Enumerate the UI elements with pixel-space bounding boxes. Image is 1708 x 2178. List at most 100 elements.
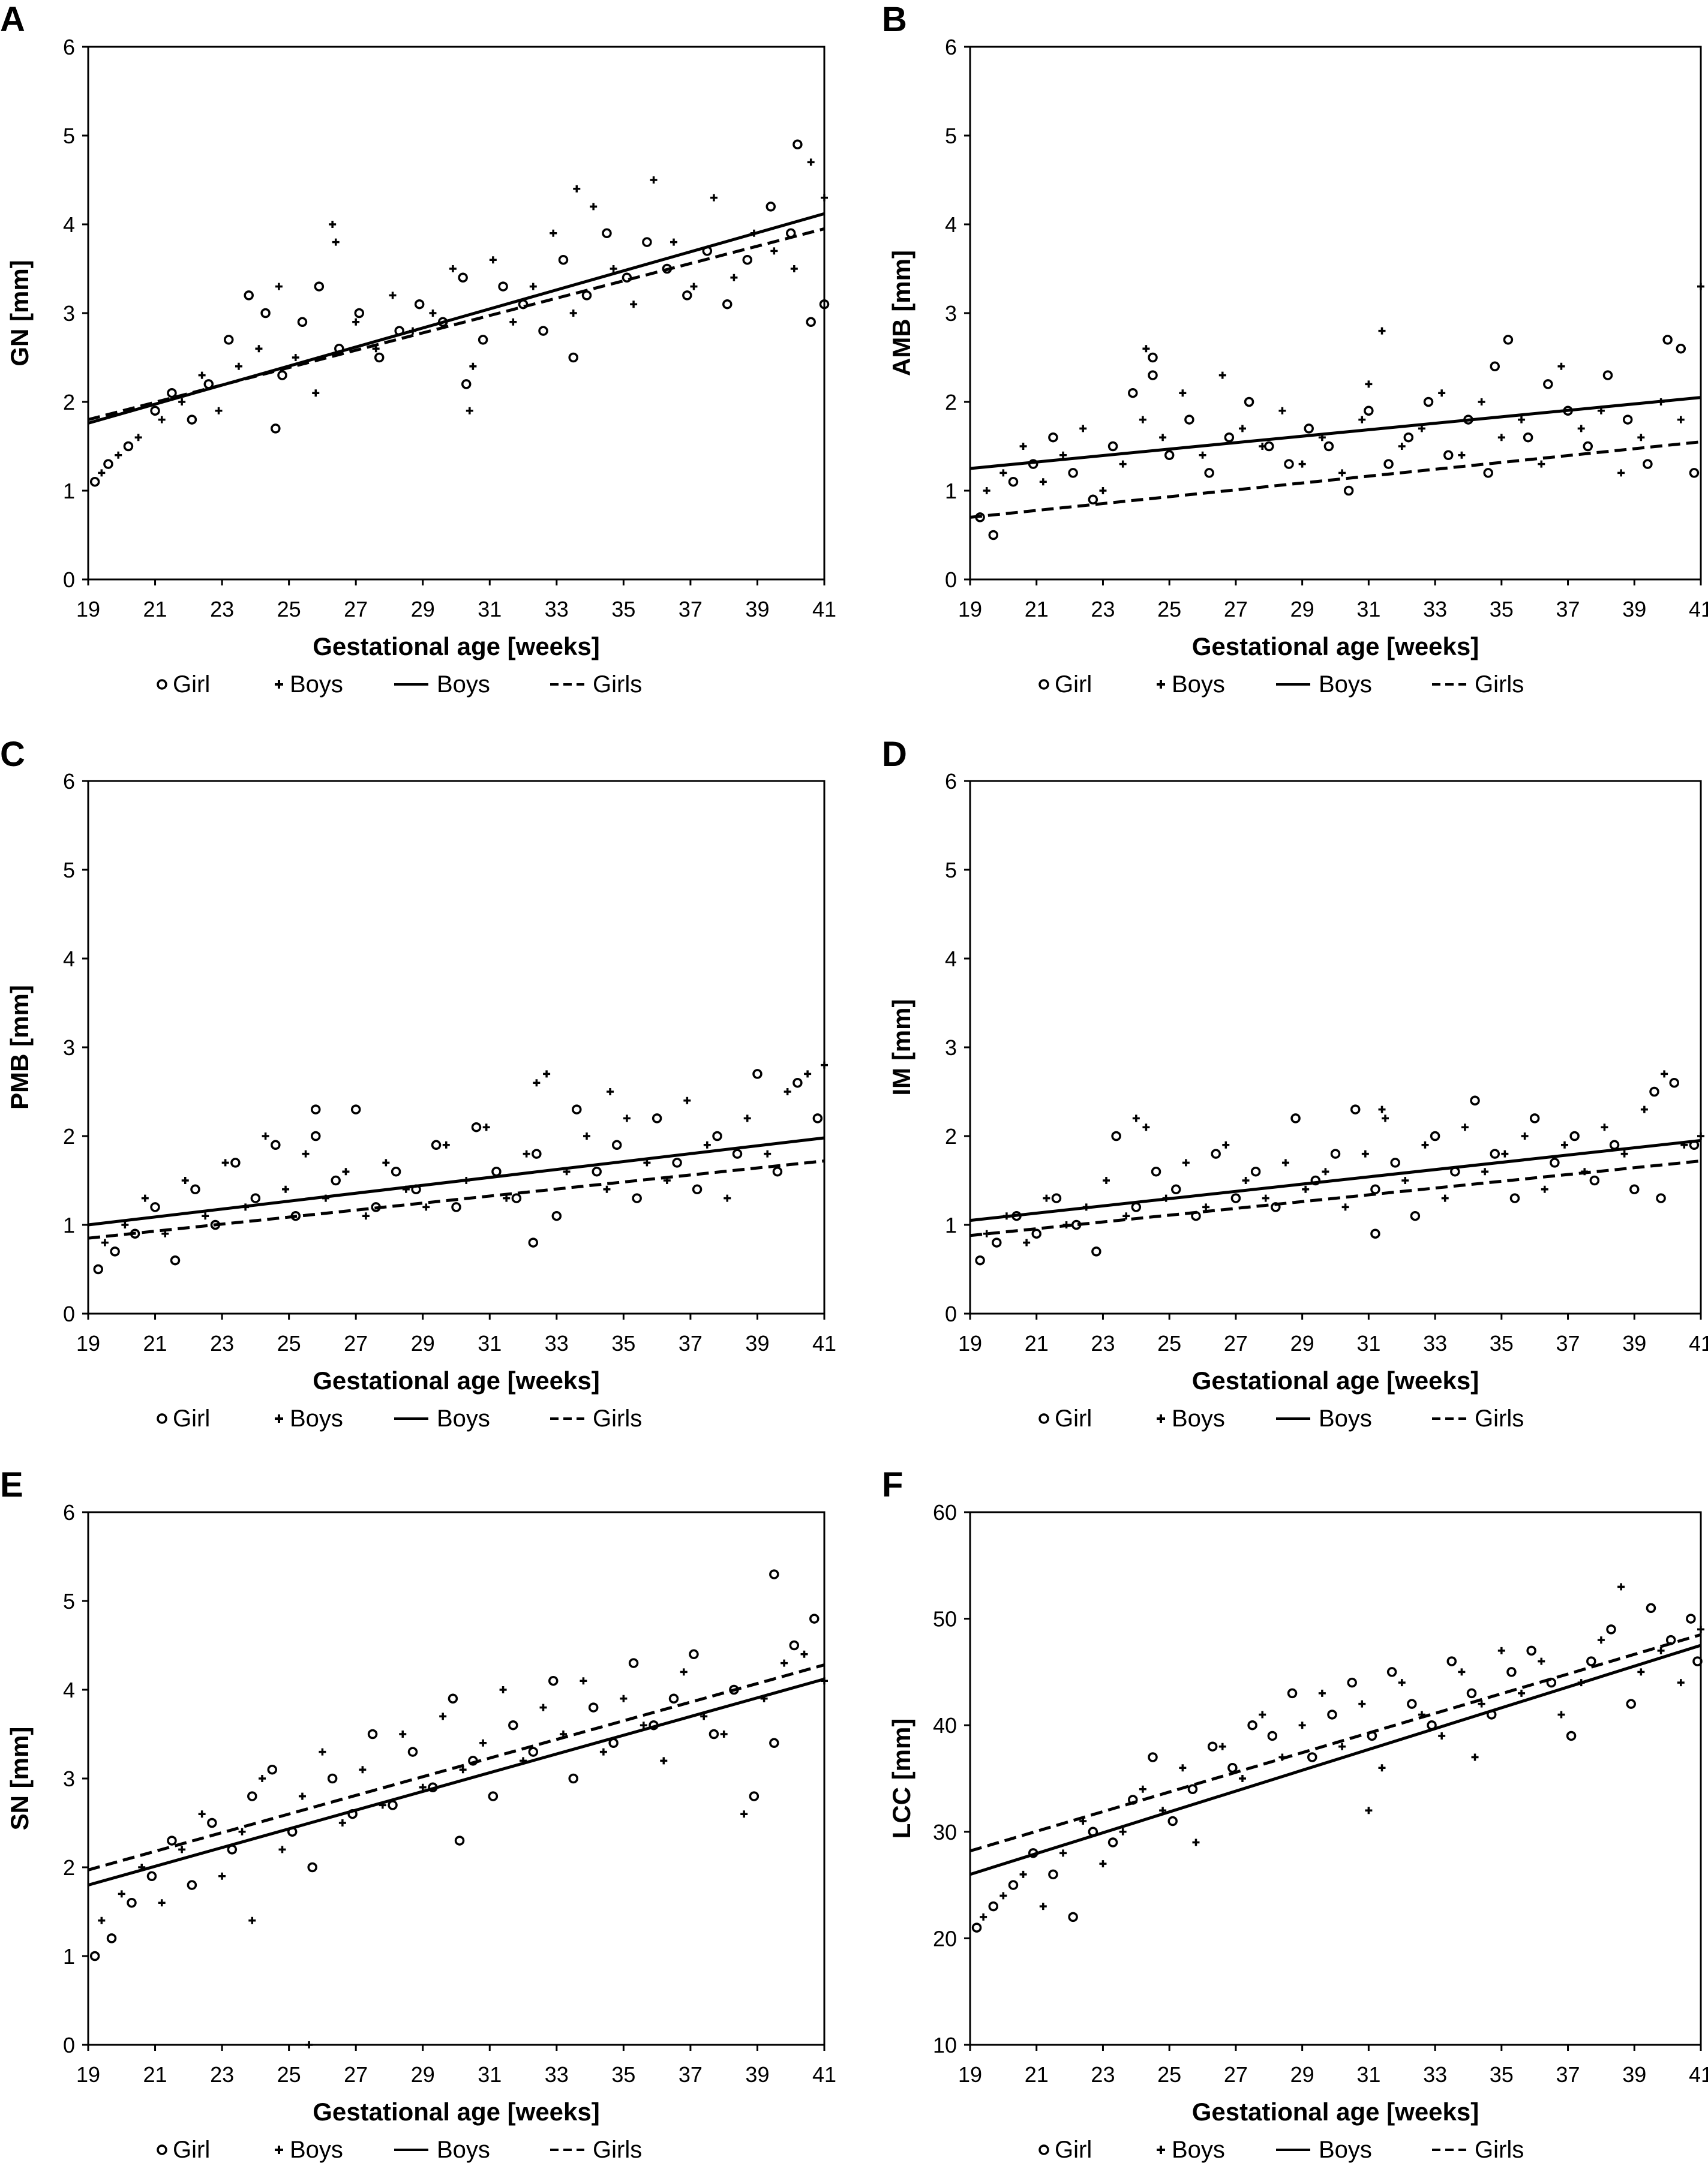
girl-point [1656, 1193, 1666, 1203]
legend-plus-symbol [1157, 680, 1165, 689]
panel-letter: B [882, 0, 907, 39]
girl-point [1107, 441, 1118, 452]
chart-panel-F: F 10 20 30 40 50 60 19 21 23 25 27 29 31 33 35 37 39 41 Ges… [882, 1465, 1708, 2163]
girl-point [170, 1255, 181, 1266]
x-tick-label: 25 [1157, 597, 1181, 621]
girl-point [1111, 1131, 1121, 1141]
girl-point [367, 1729, 378, 1740]
girl-point [471, 1122, 482, 1132]
girl-point [538, 326, 548, 336]
boys-point [610, 265, 617, 272]
boys-point [1361, 1150, 1369, 1158]
boys-point [980, 1913, 987, 1921]
legend: Girl Boys Boys Girls [157, 2137, 642, 2163]
girl-point [1048, 432, 1058, 443]
x-tick-label: 39 [1622, 2062, 1646, 2087]
boys-point [543, 1070, 551, 1078]
boys-point [743, 1114, 751, 1122]
boys-point [1043, 1194, 1050, 1202]
girl-point [1264, 441, 1274, 452]
girl-point [1390, 1158, 1400, 1168]
girl-point [812, 1113, 823, 1123]
girl-point [89, 476, 100, 487]
girl-point [167, 1835, 177, 1846]
girl-point [1304, 423, 1314, 434]
boys-point [710, 194, 718, 202]
y-tick-label: 4 [945, 947, 957, 971]
legend-label: Boys [1319, 1405, 1372, 1432]
x-tick-label: 31 [1356, 2062, 1380, 2087]
boys-point [499, 1686, 507, 1693]
girl-point [454, 1835, 465, 1846]
girl-point [1686, 1614, 1696, 1624]
girl-point [1048, 1869, 1058, 1880]
girl-point [1211, 1149, 1221, 1159]
girl-point [568, 352, 578, 363]
boys-point [539, 1704, 547, 1711]
girl-point [167, 387, 177, 398]
boys-point [680, 1668, 688, 1676]
boys-point [1365, 380, 1373, 388]
y-tick-label: 60 [933, 1500, 957, 1525]
girl-point [488, 1791, 499, 1801]
girl-point [1151, 1166, 1161, 1177]
y-tick-label: 10 [933, 2033, 957, 2057]
boys-point [1640, 1105, 1648, 1113]
boys-point [1179, 1764, 1187, 1772]
girl-point [1523, 432, 1533, 443]
girl-point [1364, 405, 1374, 416]
boys-point [202, 1212, 209, 1220]
girl-point [1669, 1077, 1679, 1088]
boys-point [352, 318, 360, 326]
girl-point [307, 1862, 317, 1873]
boys-point [1497, 1647, 1505, 1654]
legend-label: Boys [290, 2137, 343, 2163]
boys-point [1521, 1132, 1529, 1140]
boys-point [469, 362, 477, 370]
boys-point [1538, 1657, 1545, 1665]
boys-point [439, 1713, 447, 1720]
plot-frame [969, 46, 1702, 581]
boys-point [1601, 1123, 1608, 1131]
girl-point [752, 1069, 763, 1079]
girl-point [247, 1791, 257, 1801]
girl-point [207, 1817, 217, 1828]
girl-point [975, 1255, 985, 1266]
girl-point [742, 254, 752, 265]
boys-point [342, 1168, 350, 1176]
y-tick-label: 0 [945, 567, 957, 592]
boys-point [1019, 1870, 1027, 1878]
boys-point [134, 434, 142, 441]
girls-trend-line [969, 1633, 1701, 1853]
y-tick-label: 1 [945, 479, 957, 503]
x-tick-label: 21 [143, 1331, 167, 1356]
boys-point [569, 310, 577, 317]
y-tick-label: 20 [933, 1926, 957, 1951]
girl-point [1689, 468, 1700, 478]
y-tick-label: 0 [63, 567, 75, 592]
boys-point [690, 283, 698, 290]
boys-point [590, 203, 598, 211]
boys-point [1620, 1150, 1628, 1158]
boys-point [1358, 1700, 1366, 1708]
legend-label: Boys [437, 2137, 490, 2163]
x-tick-label: 37 [679, 597, 703, 621]
boys-point [382, 1159, 390, 1167]
girl-point [709, 1729, 719, 1740]
girl-point [1509, 1193, 1520, 1203]
x-tick-label: 27 [344, 597, 368, 621]
x-tick-label: 19 [958, 2062, 982, 2087]
boys-point [278, 1846, 286, 1853]
girl-point [448, 1693, 458, 1704]
y-axis-title: IM [mm] [887, 999, 915, 1096]
girl-point [682, 290, 692, 301]
y-tick-label: 2 [945, 1124, 957, 1149]
boys-point [983, 487, 990, 494]
girl-point [588, 1702, 599, 1713]
x-tick-label: 29 [1290, 1331, 1314, 1356]
girl-point [568, 1773, 578, 1784]
panel-letter: D [882, 735, 907, 774]
boys-point [1677, 416, 1685, 423]
